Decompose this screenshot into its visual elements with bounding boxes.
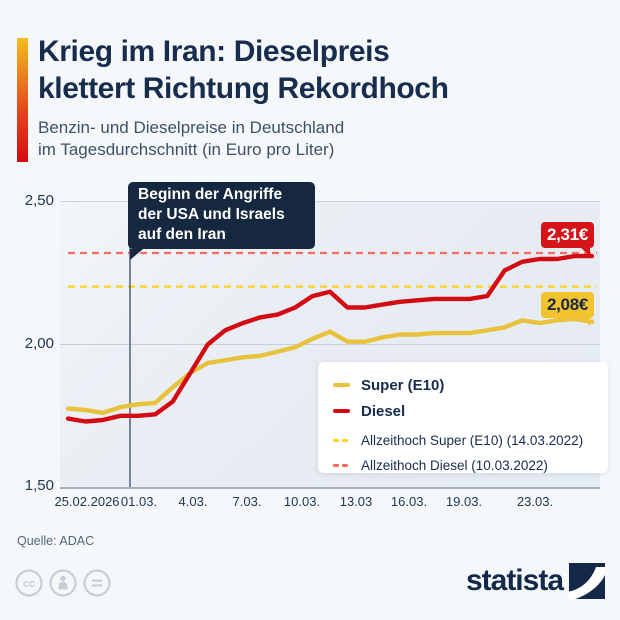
statista-logo: statista [466,563,605,599]
x-tick-label: 16.03. [390,494,428,509]
subtitle-line-1: Benzin- und Dieselpreise in Deutschland [38,118,345,137]
super-price-badge: 2,08€ [541,292,594,326]
record-super-dash-swatch [333,439,351,442]
title-line-2: klettert Richtung Rekordhoch [38,72,449,105]
diesel-price-badge: 2,31€ [541,222,594,256]
statista-wordmark: statista [465,564,564,597]
legend-item-record-super: Allzeithoch Super (E10) (14.03.2022) [333,428,608,453]
x-tick-label: 25.02.2026 [54,494,120,509]
event-annotation: Beginn der Angriffe der USA und Israels … [128,182,315,260]
legend-item-super: Super (E10) [333,372,608,398]
cc-icon: cc [15,569,43,597]
legend: Super (E10) Diesel Allzeithoch Super (E1… [318,362,608,473]
title-line-1: Krieg im Iran: Dieselpreis [38,35,390,68]
source-label: Quelle: ADAC [17,534,95,548]
y-tick-label: 2,50 [24,192,54,209]
diesel-line [65,253,595,424]
super-line-swatch [333,382,351,388]
legend-label: Allzeithoch Diesel (10.03.2022) [361,458,548,473]
annotation-tail [130,249,143,260]
statista-logo-mark-icon [569,563,605,599]
event-annotation-line-1: Beginn der Angriffe [138,186,283,203]
page-subtitle: Benzin- und Dieselpreise in Deutschland … [38,117,344,161]
license-icons: cc [14,568,112,598]
x-tick-label: 19.03. [445,494,483,509]
event-annotation-line-3: auf den Iran [138,226,226,243]
title-accent-bar [17,38,28,162]
x-tick-label: 4.03. [178,494,208,509]
subtitle-line-2: im Tagesdurchschnitt (in Euro pro Liter) [38,140,335,159]
price-line-chart [60,244,600,487]
no-derivatives-icon [83,569,111,597]
legend-item-record-diesel: Allzeithoch Diesel (10.03.2022) [333,453,608,478]
record-diesel-dash-swatch [333,464,351,467]
y-tick-label: 1,50 [24,477,54,494]
legend-label: Super (E10) [361,376,445,394]
x-tick-label: 13.03 [339,494,373,509]
event-annotation-line-2: der USA und Israels [138,206,285,223]
page-title: Krieg im Iran: Dieselpreis klettert Rich… [38,33,449,107]
x-tick-label: 7.03. [232,494,262,509]
diesel-line-swatch [333,408,351,414]
x-tick-label: 01.03. [120,494,158,509]
attribution-person-icon [49,569,77,597]
svg-text:cc: cc [23,578,35,590]
y-tick-label: 2,00 [24,334,54,352]
legend-item-diesel: Diesel [333,398,608,424]
x-tick-label: 10.03. [283,494,321,509]
legend-label: Diesel [361,402,406,420]
x-tick-label: 23.03. [516,494,554,509]
super-e10-line [65,316,595,416]
legend-label: Allzeithoch Super (E10) (14.03.2022) [361,433,584,448]
